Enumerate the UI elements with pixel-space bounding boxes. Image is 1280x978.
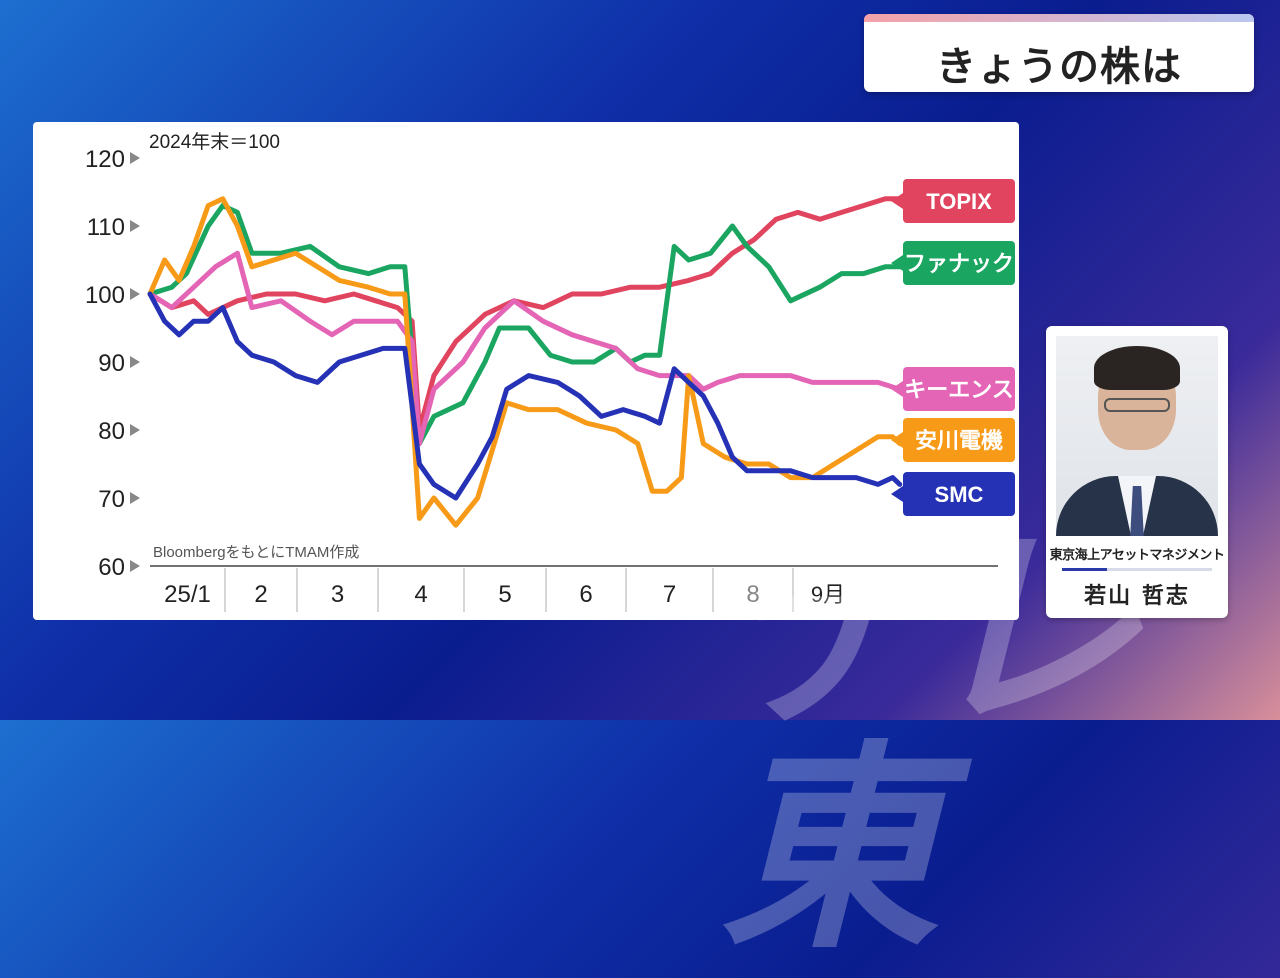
series-line [147,291,903,501]
y-tick-label: 120 [85,146,125,173]
x-tick-label: 5 [498,581,511,608]
legend-label: SMC [935,482,984,507]
legend-pointer [891,193,903,209]
x-tick-label: 9月 [811,582,845,607]
x-tick-label: 4 [414,581,427,608]
y-tick-label: 100 [85,282,125,309]
y-tick-label: 70 [98,486,125,513]
y-tick-marker [130,220,140,232]
series-line [147,203,903,447]
legend-box [903,367,1015,411]
y-tick-label: 60 [98,554,125,581]
legend-label: 安川電機 [915,428,1003,453]
legend-pointer [891,432,903,448]
legend-box [903,472,1015,516]
y-tick-marker [130,356,140,368]
y-tick-label: 90 [98,350,125,377]
commentator-photo [1056,336,1218,536]
chart-card: 2024年末＝100 60 70 80 90 100 110 120 Bloombergをもとに… [33,122,1019,620]
y-tick-marker [130,492,140,504]
y-tick-marker [130,560,140,572]
organization-underline [1062,568,1212,571]
title-card: きょうの株は [864,14,1254,92]
chart-source: BloombergをもとにTMAM作成 [153,544,359,561]
x-tick-label: 6 [579,581,592,608]
x-tick-label: 2 [254,581,267,608]
x-tick-label: 3 [331,581,344,608]
series-line [147,196,917,433]
x-tick-label: 7 [663,581,676,608]
commentator-organization: 東京海上アセットマネジメント [1049,548,1225,563]
series-line [147,250,903,447]
x-tick-label: 8 [746,581,759,608]
x-tick-label: 25/1 [164,581,211,608]
legend-pointer [891,381,903,397]
legend-label: キーエンス [904,377,1014,402]
legend-box [903,418,1015,462]
page-title: きょうの株は [936,44,1182,90]
series-line [147,196,903,528]
commentator-name: 若山 哲志 [1084,584,1190,609]
y-tick-label: 80 [98,418,125,445]
y-tick-label: 110 [87,214,125,241]
legend-box [903,241,1015,285]
legend-label: ファナック [904,251,1014,276]
legend-pointer [891,486,903,502]
legend-box [903,179,1015,223]
y-tick-marker [130,288,140,300]
legend-pointer [891,255,903,271]
y-tick-marker [130,152,140,164]
title-accent-bar [864,14,1254,22]
legend-label: TOPIX [926,189,992,214]
chart-note: 2024年末＝100 [149,131,280,153]
y-tick-marker [130,424,140,436]
line-chart: 2024年末＝100 60 70 80 90 100 110 120 Bloombergをもとに… [85,131,1015,612]
commentator-card: 東京海上アセットマネジメント 若山 哲志 [1046,326,1228,618]
